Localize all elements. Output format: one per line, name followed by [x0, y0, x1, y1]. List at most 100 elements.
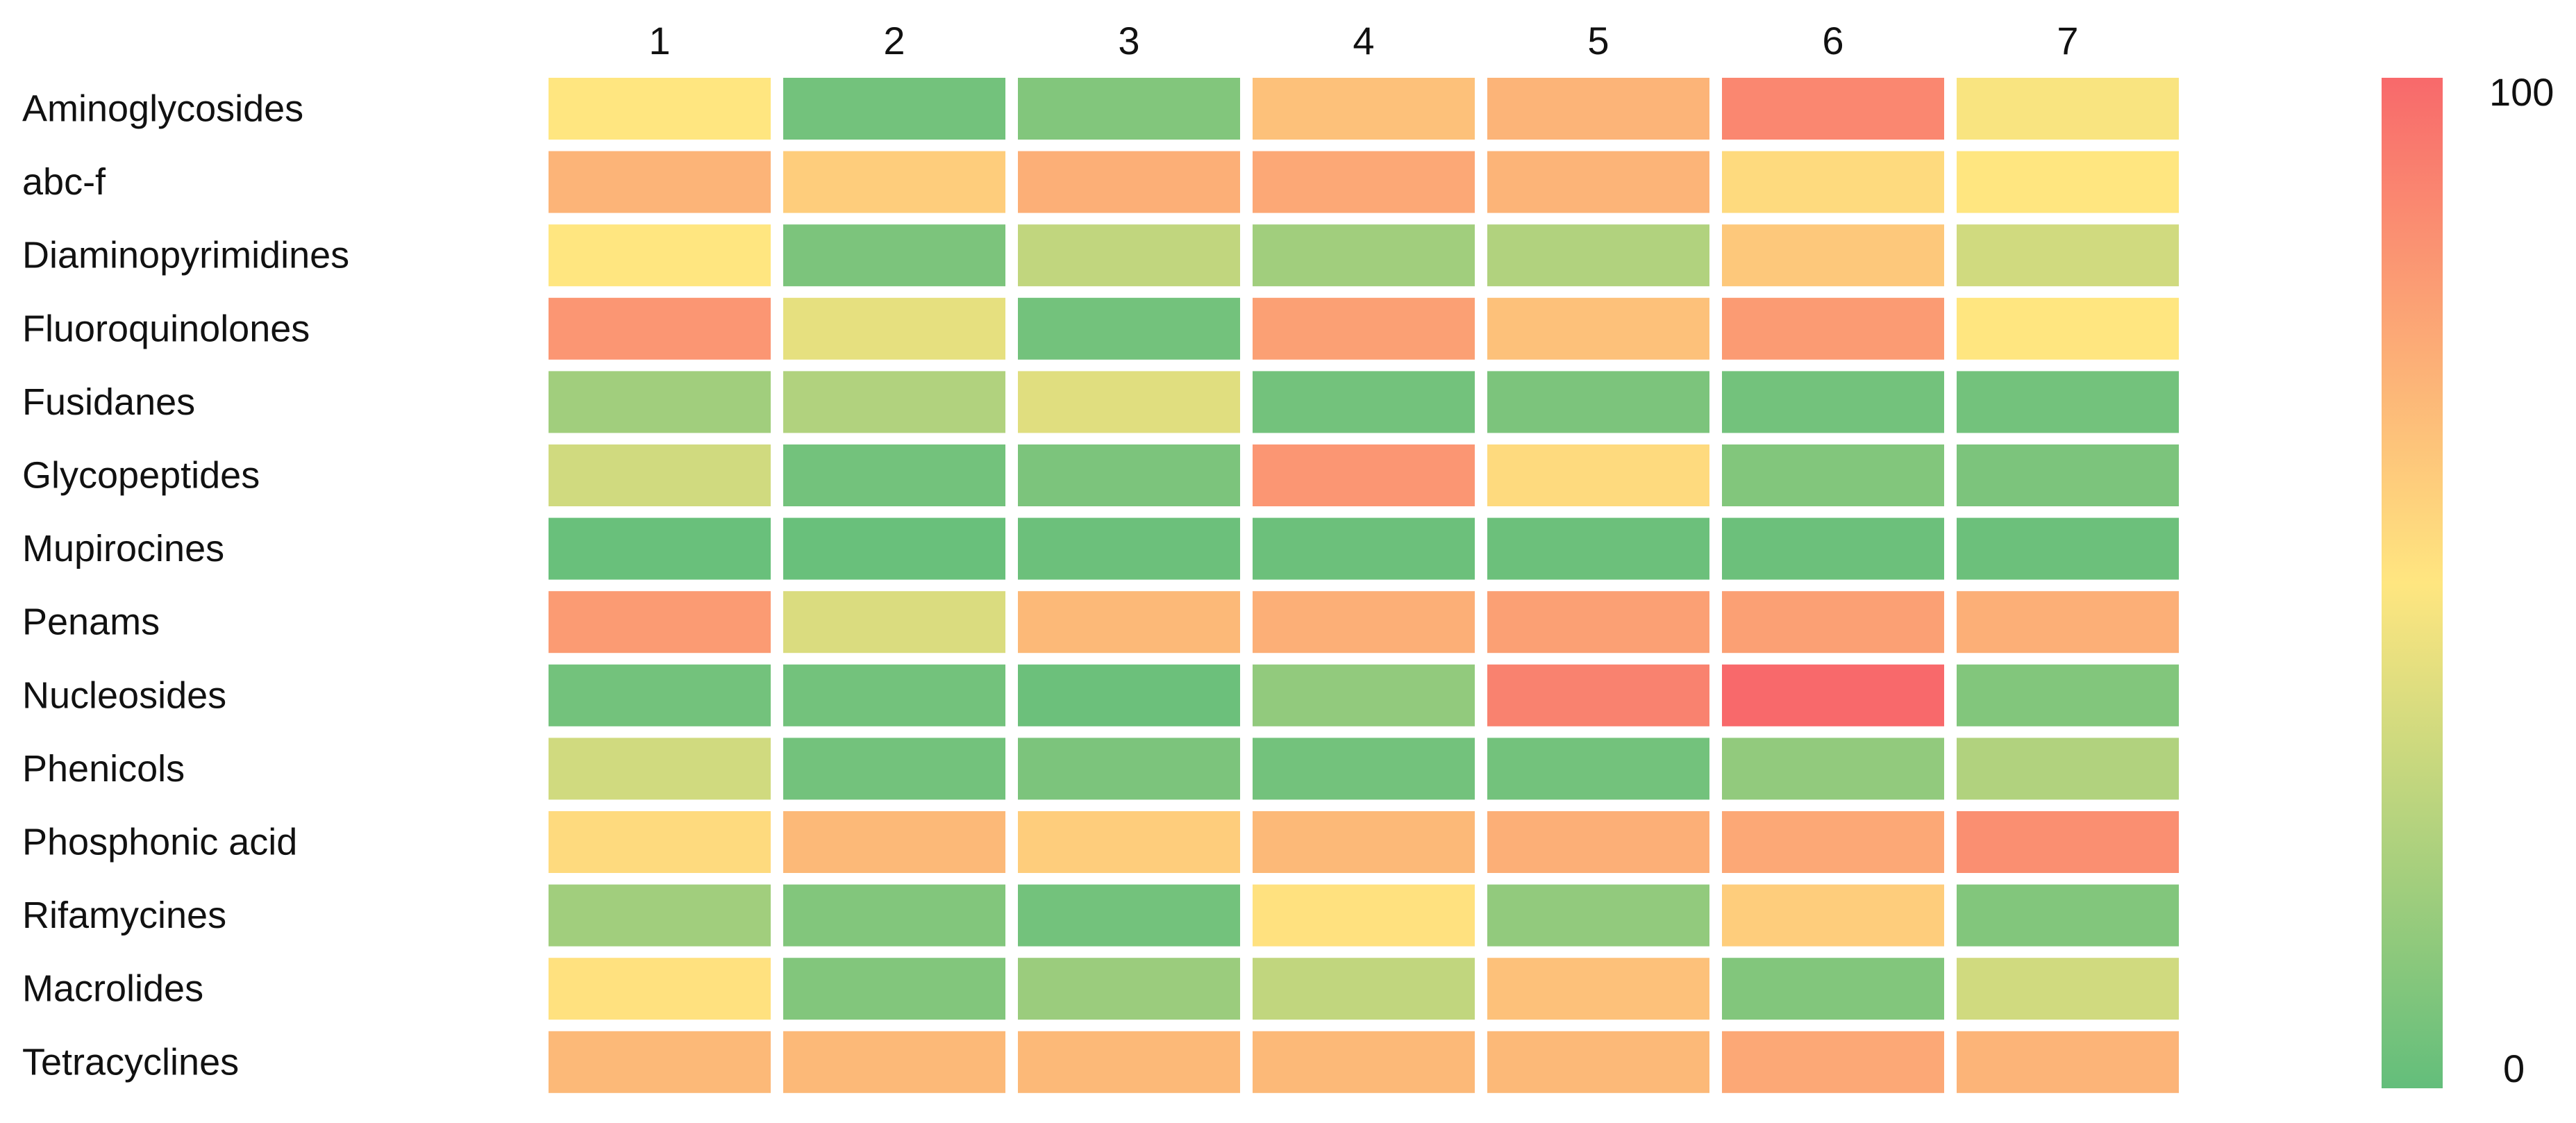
heatmap-cell — [1253, 958, 1475, 1020]
heatmap-cell — [1722, 591, 1944, 654]
row-label: Phosphonic acid — [22, 822, 297, 863]
heatmap-cell — [1957, 444, 2179, 506]
column-label-3: 3 — [1118, 19, 1139, 63]
row-label: Tetracyclines — [22, 1041, 239, 1083]
row-label: Macrolides — [22, 968, 203, 1010]
heatmap-cell — [1487, 371, 1709, 433]
heatmap-cell — [549, 297, 771, 360]
heatmap-cell — [783, 738, 1005, 800]
heatmap-cell — [783, 444, 1005, 506]
heatmap-cell — [1487, 1031, 1709, 1093]
heatmap-cell — [549, 591, 771, 654]
column-labels: 1 2 3 4 5 6 7 — [649, 19, 2078, 63]
heatmap-cell — [1957, 664, 2179, 726]
heatmap-cell — [1957, 371, 2179, 433]
heatmap-cell — [1253, 151, 1475, 213]
heatmap-cell — [1487, 444, 1709, 506]
heatmap-cell — [1957, 517, 2179, 580]
heatmap-cell — [783, 371, 1005, 433]
heatmap-cell — [1487, 958, 1709, 1020]
heatmap-cell — [783, 78, 1005, 140]
heatmap-cell — [1722, 1031, 1944, 1093]
column-label-1: 1 — [649, 19, 670, 63]
heatmap-cell — [1487, 78, 1709, 140]
heatmap-cell — [549, 884, 771, 947]
heatmap-cell — [1957, 958, 2179, 1020]
heatmap-cell — [783, 1031, 1005, 1093]
heatmap-cell — [1487, 591, 1709, 654]
heatmap-cell — [1487, 884, 1709, 947]
heatmap-cell — [1722, 958, 1944, 1020]
heatmap-cell — [1957, 1031, 2179, 1093]
heatmap-cell — [1957, 738, 2179, 800]
heatmap-cell — [1018, 224, 1240, 287]
heatmap-cell — [1253, 591, 1475, 654]
heatmap-cell — [1253, 517, 1475, 580]
heatmap-cell — [1722, 297, 1944, 360]
heatmap-cell — [1957, 224, 2179, 287]
heatmap-cell — [1018, 151, 1240, 213]
heatmap-cell — [549, 811, 771, 873]
heatmap-cell — [1018, 444, 1240, 506]
heatmap-cell — [783, 958, 1005, 1020]
heatmap-cell — [549, 444, 771, 506]
colorbar-gradient — [2382, 78, 2443, 1088]
heatmap-cell — [1487, 811, 1709, 873]
heatmap-cell — [783, 591, 1005, 654]
heatmap-cell — [783, 664, 1005, 726]
heatmap-cell — [1253, 1031, 1475, 1093]
heatmap-cell — [783, 811, 1005, 873]
heatmap-cells — [549, 78, 2179, 1093]
heatmap-cell — [783, 884, 1005, 947]
row-labels: Aminoglycosides abc-f Diaminopyrimidines Fl… — [22, 88, 349, 1083]
heatmap-cell — [1722, 517, 1944, 580]
heatmap-cell — [1957, 297, 2179, 360]
heatmap-cell — [783, 297, 1005, 360]
heatmap-cell — [1253, 811, 1475, 873]
heatmap-cell — [549, 664, 771, 726]
heatmap-cell — [1018, 371, 1240, 433]
heatmap-cell — [783, 151, 1005, 213]
colorbar-min-label: 0 — [2503, 1047, 2525, 1090]
heatmap-cell — [1253, 224, 1475, 287]
heatmap-cell — [1487, 151, 1709, 213]
heatmap-cell — [1253, 738, 1475, 800]
heatmap-cell — [1018, 1031, 1240, 1093]
heatmap-cell — [1487, 664, 1709, 726]
heatmap-cell — [549, 517, 771, 580]
column-label-6: 6 — [1822, 19, 1843, 63]
column-label-2: 2 — [883, 19, 905, 63]
row-label: abc-f — [22, 161, 106, 203]
heatmap-cell — [1722, 78, 1944, 140]
row-label: Nucleosides — [22, 674, 226, 716]
row-label: Glycopeptides — [22, 455, 260, 497]
heatmap-cell — [549, 958, 771, 1020]
heatmap-cell — [1018, 884, 1240, 947]
heatmap-cell — [1018, 591, 1240, 654]
heatmap-cell — [549, 224, 771, 287]
column-label-4: 4 — [1353, 19, 1374, 63]
heatmap-cell — [1253, 297, 1475, 360]
heatmap-cell — [783, 517, 1005, 580]
heatmap-cell — [549, 1031, 771, 1093]
heatmap-cell — [783, 224, 1005, 287]
heatmap-cell — [1722, 738, 1944, 800]
heatmap-cell — [1722, 371, 1944, 433]
heatmap-cell — [1722, 444, 1944, 506]
heatmap-cell — [1018, 297, 1240, 360]
heatmap-cell — [1487, 224, 1709, 287]
heatmap-cell — [1018, 958, 1240, 1020]
heatmap-cell — [1487, 738, 1709, 800]
heatmap-cell — [1018, 738, 1240, 800]
heatmap-cell — [1253, 884, 1475, 947]
column-label-7: 7 — [2057, 19, 2078, 63]
row-label: Fluoroquinolones — [22, 308, 310, 349]
colorbar: 100 0 — [2382, 70, 2554, 1090]
heatmap-cell — [1018, 517, 1240, 580]
heatmap-cell — [1957, 811, 2179, 873]
heatmap-cell — [1722, 224, 1944, 287]
row-label: Penams — [22, 601, 160, 643]
heatmap-cell — [549, 738, 771, 800]
row-label: Rifamycines — [22, 895, 226, 936]
